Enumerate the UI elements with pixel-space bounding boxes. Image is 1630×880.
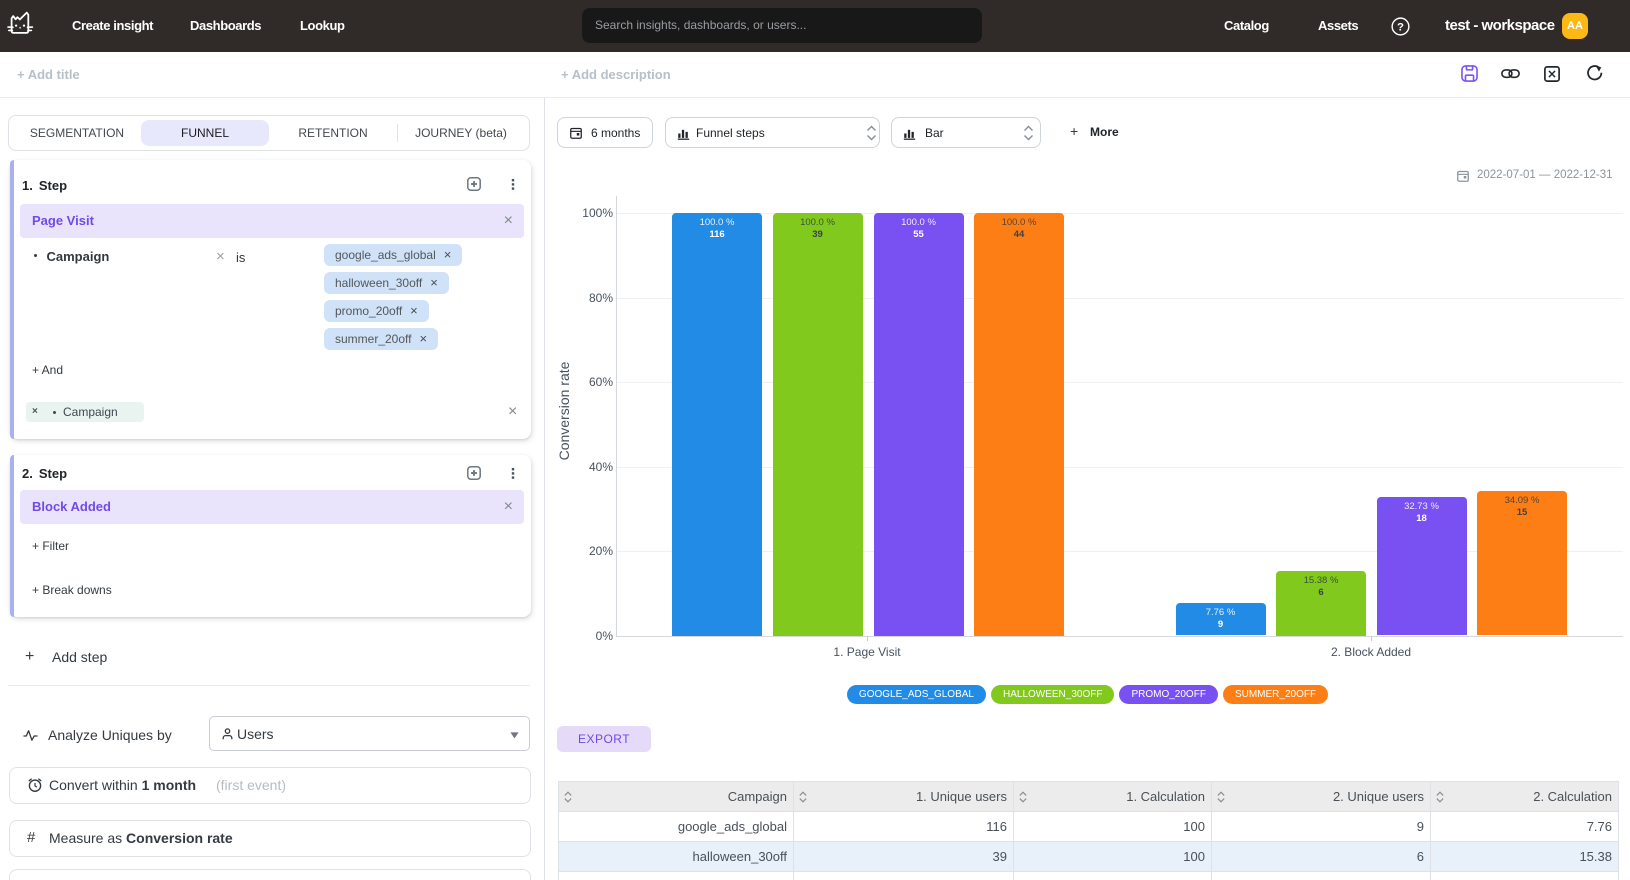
svg-text:?: ?: [1397, 21, 1404, 33]
